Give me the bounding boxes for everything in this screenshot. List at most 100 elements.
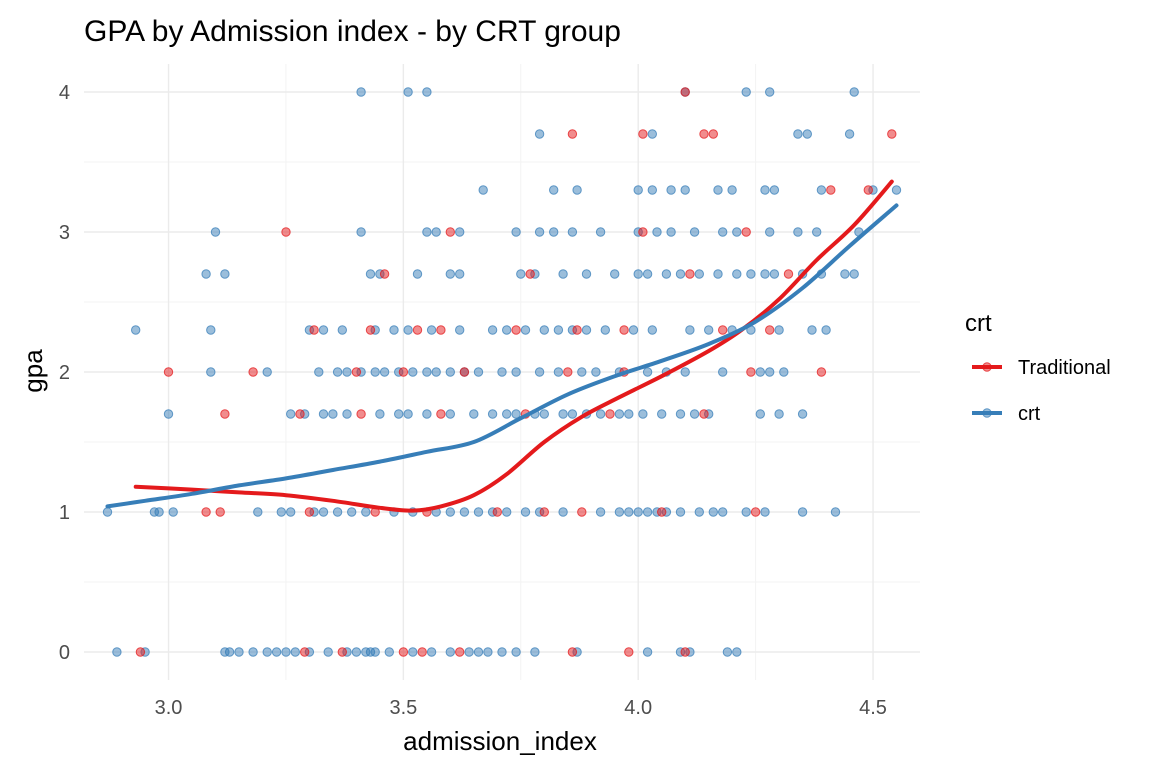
point-crt [830, 507, 841, 517]
point-crt [206, 367, 216, 377]
point-crt [281, 647, 291, 657]
point-traditional [365, 325, 376, 335]
point-crt [511, 227, 521, 237]
point-crt [741, 87, 751, 97]
point-crt [323, 647, 333, 657]
point-traditional [417, 647, 427, 657]
point-traditional [455, 647, 465, 657]
point-traditional [248, 367, 258, 377]
point-crt [741, 507, 751, 517]
point-crt [558, 269, 568, 279]
point-crt [520, 507, 531, 517]
point-traditional [436, 325, 446, 335]
point-crt [642, 647, 653, 657]
point-crt [426, 325, 437, 335]
point-crt [675, 409, 686, 419]
point-crt [483, 647, 493, 657]
point-crt [497, 367, 507, 377]
point-crt [891, 185, 902, 195]
point-crt [431, 367, 441, 377]
point-crt [718, 367, 728, 377]
point-crt [328, 409, 338, 419]
point-traditional [816, 367, 827, 377]
x-axis-label: admission_index [403, 726, 597, 756]
point-crt [206, 325, 216, 335]
point-traditional [826, 185, 836, 195]
point-crt [403, 325, 413, 335]
point-traditional [135, 647, 146, 657]
point-crt [779, 367, 789, 377]
point-crt [760, 269, 770, 279]
point-crt [657, 409, 667, 419]
y-axis-label: gpa [18, 349, 48, 393]
point-traditional [699, 129, 709, 139]
point-crt [539, 409, 549, 419]
point-crt [647, 325, 657, 335]
point-crt [732, 227, 742, 237]
point-crt [473, 647, 484, 657]
point-traditional [567, 129, 578, 139]
point-crt [163, 409, 174, 419]
x-axis-ticks: 3.0 3.5 4.0 4.5 [155, 697, 887, 719]
point-crt [389, 325, 399, 335]
point-crt [793, 129, 803, 139]
point-crt [760, 507, 770, 517]
x-tick-label: 4.5 [859, 697, 887, 719]
point-crt [271, 647, 282, 657]
point-crt [840, 269, 850, 279]
point-crt [356, 87, 366, 97]
legend: crt Traditional crt [965, 310, 1111, 425]
point-crt [201, 269, 211, 279]
point-crt [685, 325, 695, 335]
point-crt [530, 647, 540, 657]
point-traditional [492, 507, 502, 517]
point-crt [624, 409, 634, 419]
point-crt [361, 507, 371, 517]
point-traditional [699, 409, 709, 419]
point-crt [774, 409, 784, 419]
point-crt [384, 647, 394, 657]
point-crt [511, 367, 521, 377]
point-crt [718, 507, 728, 517]
legend-label-crt: crt [1018, 403, 1041, 425]
point-traditional [567, 647, 578, 657]
point-crt [755, 367, 765, 377]
point-crt [558, 409, 568, 419]
point-crt [652, 227, 662, 237]
point-crt [154, 507, 164, 517]
point-crt [502, 409, 512, 419]
chart-title: GPA by Admission index - by CRT group [84, 15, 621, 48]
point-crt [713, 269, 723, 279]
point-crt [572, 185, 582, 195]
point-crt [577, 367, 587, 377]
point-crt [633, 269, 643, 279]
point-crt [812, 227, 822, 237]
point-traditional [680, 647, 690, 657]
point-crt [497, 647, 507, 657]
y-axis-ticks: 0 1 2 3 4 [59, 82, 70, 664]
point-traditional [741, 227, 751, 237]
point-crt [624, 507, 634, 517]
point-traditional [351, 367, 362, 377]
point-crt [765, 367, 775, 377]
point-crt [708, 507, 718, 517]
smooth-lines [105, 179, 899, 513]
point-traditional [746, 367, 756, 377]
point-crt [567, 409, 578, 419]
point-crt [487, 409, 498, 419]
point-crt [816, 185, 827, 195]
point-crt [765, 87, 775, 97]
point-crt [600, 325, 610, 335]
point-crt [534, 367, 545, 377]
point-crt [290, 647, 300, 657]
point-crt [502, 325, 512, 335]
point-traditional [309, 325, 319, 335]
point-traditional [445, 227, 455, 237]
point-crt [502, 507, 512, 517]
point-crt [769, 269, 780, 279]
legend-items: Traditional crt [972, 357, 1111, 425]
x-tick-label: 4.0 [624, 697, 652, 719]
point-crt [379, 367, 390, 377]
point-traditional [304, 507, 315, 517]
point-crt [797, 409, 808, 419]
